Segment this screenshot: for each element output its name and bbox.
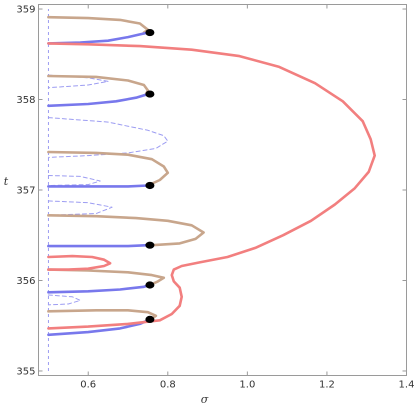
tan-curve-2 bbox=[47, 74, 150, 96]
red-curve-13 bbox=[47, 42, 376, 330]
x-tick-label-1: 0.8 bbox=[160, 380, 176, 391]
y-tick-label-3: 358 bbox=[16, 95, 35, 106]
y-tick-label-2: 357 bbox=[16, 186, 35, 197]
axes-layer: 0.6 0.8 1.0 1.2 1.4 355 356 357 358 359 bbox=[16, 4, 415, 391]
curves-layer bbox=[47, 9, 376, 371]
marker-point-2 bbox=[145, 181, 155, 190]
y-tick-label-4: 359 bbox=[16, 5, 35, 16]
x-tick-label-3: 1.2 bbox=[319, 380, 335, 391]
y-axis-label: t bbox=[4, 175, 9, 188]
blue-curve-5 bbox=[47, 184, 150, 188]
tan-curve-8 bbox=[47, 268, 166, 287]
dashed-curve-17 bbox=[47, 200, 113, 216]
markers-layer bbox=[145, 28, 155, 323]
tan-curve-6 bbox=[47, 214, 205, 247]
tan-curve-10 bbox=[47, 309, 158, 320]
x-tick-label-2: 1.0 bbox=[239, 380, 255, 391]
dashed-curve-16 bbox=[47, 175, 101, 186]
marker-point-4 bbox=[145, 281, 155, 289]
y-tick-label-0: 355 bbox=[16, 366, 35, 377]
red-curve-12 bbox=[47, 254, 112, 271]
blue-curve-9 bbox=[47, 283, 152, 294]
dashed-curve-14 bbox=[47, 74, 109, 89]
marker-point-3 bbox=[145, 241, 155, 249]
dashed-curve-18 bbox=[47, 294, 81, 306]
dashed-curve-15 bbox=[47, 117, 169, 158]
y-tick-label-1: 356 bbox=[16, 276, 35, 287]
marker-point-0 bbox=[145, 28, 155, 37]
marker-point-1 bbox=[145, 90, 155, 98]
tan-curve-0 bbox=[47, 15, 150, 34]
blue-curve-1 bbox=[47, 31, 150, 45]
blue-curve-3 bbox=[47, 92, 150, 108]
marker-point-5 bbox=[145, 315, 155, 323]
tan-curve-4 bbox=[47, 150, 170, 187]
x-tick-label-0: 0.6 bbox=[80, 380, 96, 391]
x-tick-label-4: 1.4 bbox=[399, 380, 415, 391]
blue-curve-7 bbox=[47, 243, 150, 248]
x-axis-label: σ bbox=[201, 393, 209, 406]
